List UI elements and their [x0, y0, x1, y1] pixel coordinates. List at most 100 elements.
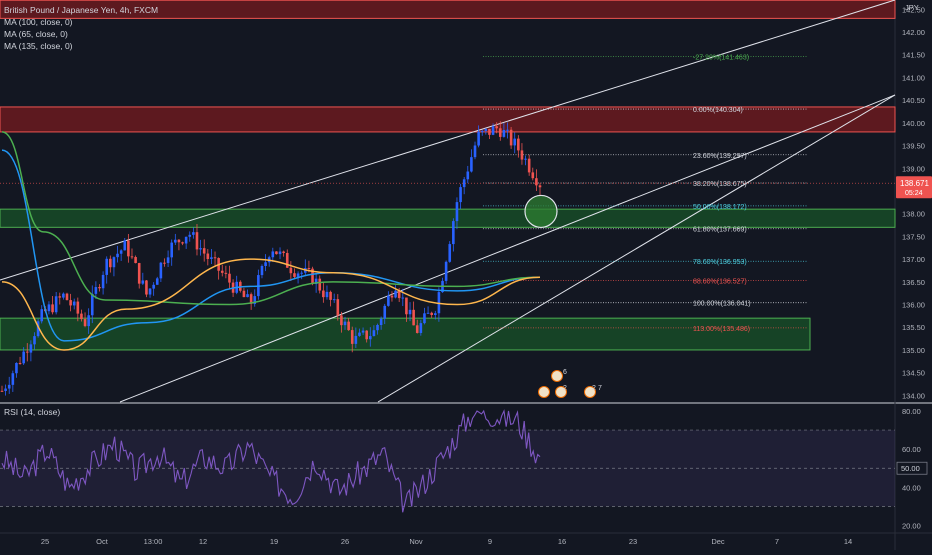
- candle-body: [405, 297, 408, 315]
- candle-body: [343, 321, 347, 326]
- candle-body: [390, 295, 394, 298]
- candle-body: [376, 324, 379, 331]
- candle-body: [206, 253, 210, 259]
- candle-body: [130, 256, 134, 258]
- candle-body: [517, 138, 520, 151]
- time-tick-label: 16: [558, 537, 566, 546]
- candle-body: [318, 278, 322, 291]
- candle-body: [538, 185, 542, 188]
- price-tick-label: 141.50: [902, 51, 925, 60]
- candle-body: [415, 325, 419, 333]
- event-icon: [538, 386, 550, 398]
- currency-label: JPY: [905, 3, 919, 12]
- time-tick-label: 23: [629, 537, 637, 546]
- candle-body: [285, 252, 289, 268]
- candle-body: [98, 287, 101, 289]
- candle-body: [524, 158, 527, 160]
- zone-rect: [0, 106, 896, 133]
- candle-body: [322, 290, 325, 298]
- candle-body: [148, 288, 152, 295]
- time-tick-label: 26: [341, 537, 349, 546]
- candle-body: [47, 304, 51, 312]
- candle-body: [307, 268, 311, 270]
- candle-body: [354, 335, 358, 344]
- candle-body: [419, 323, 423, 333]
- candle-body: [289, 267, 293, 274]
- event-icon: [584, 386, 596, 398]
- candle-body: [29, 344, 33, 353]
- candle-body: [379, 318, 383, 325]
- candle-body: [210, 257, 213, 259]
- candle-body: [495, 126, 498, 129]
- candle-body: [527, 158, 531, 173]
- candle-body: [188, 234, 192, 237]
- candle-body: [40, 309, 44, 322]
- rsi-ref-label: 50.00: [901, 464, 920, 473]
- candle-body: [246, 294, 249, 298]
- candle-body: [123, 240, 127, 251]
- target-circle: [524, 194, 558, 229]
- candle-body: [25, 351, 29, 353]
- candle-body: [397, 290, 401, 299]
- candle-body: [15, 362, 18, 374]
- candle-body: [372, 330, 376, 337]
- fib-label: 50.00%(138.172): [693, 204, 747, 211]
- price-tick-label: 142.00: [902, 28, 925, 37]
- candle-body: [350, 330, 354, 344]
- candle-body: [282, 251, 285, 253]
- candle-body: [271, 251, 275, 258]
- candle-body: [347, 321, 350, 331]
- price-tick-label: 139.00: [902, 164, 925, 173]
- event-count: 6: [563, 369, 567, 376]
- candle-body: [228, 273, 231, 283]
- bar-countdown: 05:24: [905, 190, 923, 197]
- candle-body: [116, 253, 119, 258]
- candle-body: [87, 315, 90, 327]
- candle-body: [249, 294, 253, 304]
- trend-line: [0, 0, 896, 281]
- candle-body: [437, 292, 441, 314]
- candle-body: [72, 301, 76, 306]
- candle-body: [174, 239, 177, 243]
- candle-body: [394, 290, 397, 298]
- candle-body: [293, 273, 296, 277]
- event-icon: [551, 370, 563, 382]
- event-count: 7: [598, 385, 602, 392]
- candle-body: [11, 373, 15, 385]
- chart-title: British Pound / Japanese Yen, 4h, FXCM: [4, 5, 159, 15]
- price-tick-label: 142.50: [902, 5, 925, 14]
- ma-65-legend: MA (65, close, 0): [4, 29, 68, 39]
- price-tick-label: 140.00: [902, 119, 925, 128]
- candle-body: [155, 278, 159, 285]
- candle-body: [260, 265, 264, 276]
- candle-body: [480, 130, 484, 132]
- candle-body: [473, 145, 477, 158]
- candle-body: [195, 232, 199, 250]
- candle-body: [513, 138, 517, 146]
- zone-rect: [0, 317, 811, 351]
- candle-body: [36, 321, 40, 337]
- candle-body: [488, 128, 491, 135]
- candle-body: [368, 336, 372, 340]
- candle-body: [264, 262, 267, 266]
- fib-label: 61.80%(137.669): [693, 227, 747, 234]
- fib-label: 78.60%(136.953): [693, 259, 747, 266]
- moving-average-line: [1, 131, 541, 306]
- candle-body: [18, 362, 22, 364]
- candle-body: [134, 257, 137, 264]
- candle-body: [76, 301, 80, 314]
- candle-body: [455, 202, 459, 222]
- rsi-tick-label: 60.00: [902, 445, 921, 454]
- candle-body: [51, 304, 54, 313]
- candle-body: [278, 251, 282, 255]
- rsi-tick-label: 40.00: [902, 483, 921, 492]
- candle-body: [498, 128, 502, 137]
- candle-body: [141, 280, 145, 284]
- fib-label: 38.20%(138.675): [693, 181, 747, 188]
- candle-body: [94, 287, 98, 294]
- candle-body: [358, 332, 361, 336]
- candle-body: [90, 293, 94, 316]
- candle-body: [430, 312, 433, 315]
